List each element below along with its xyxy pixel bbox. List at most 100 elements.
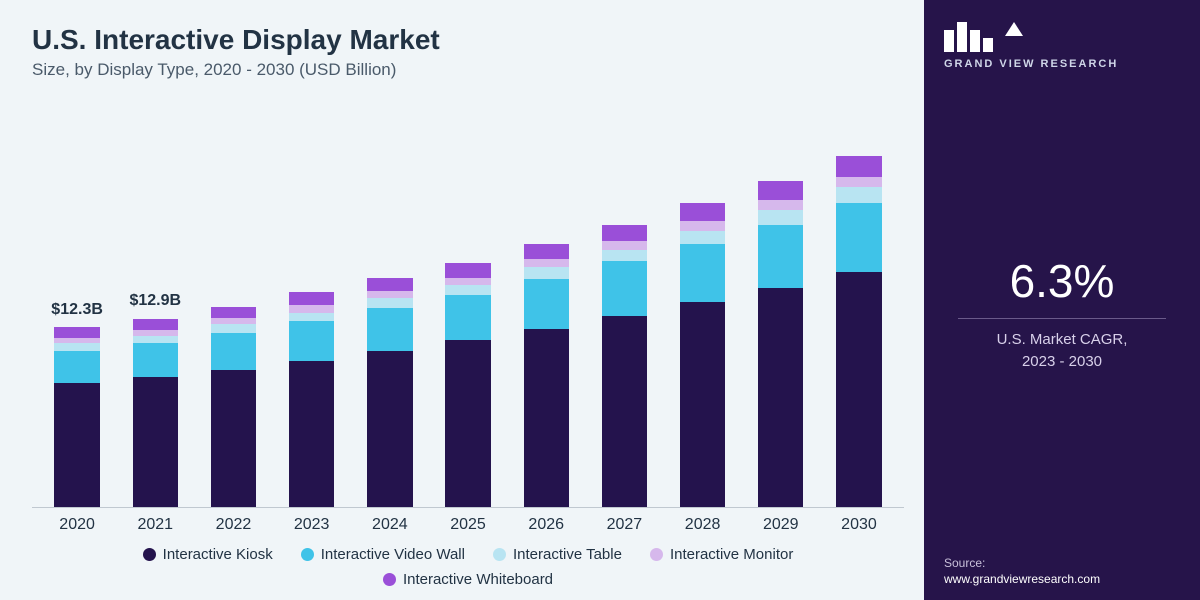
bar-segment-monitor [680, 221, 725, 231]
brand-name: GRAND VIEW RESEARCH [944, 58, 1180, 70]
bar-column [429, 90, 507, 507]
x-tick-label: 2021 [116, 516, 194, 534]
legend-swatch-icon [493, 548, 506, 561]
bar-segment-kiosk [836, 272, 881, 507]
bar-stack [367, 278, 412, 507]
bar-column [273, 90, 351, 507]
bar-segment-whiteboard [367, 278, 412, 291]
bar-column [507, 90, 585, 507]
bar-stack [211, 307, 256, 507]
bar-segment-whiteboard [54, 327, 99, 337]
bar-segment-video_wall [445, 295, 490, 340]
bar-stack [54, 327, 99, 507]
bar-column [820, 90, 898, 507]
bar-column [664, 90, 742, 507]
bar-column [351, 90, 429, 507]
bar-segment-video_wall [836, 203, 881, 272]
bar-segment-video_wall [602, 261, 647, 315]
bar-segment-whiteboard [211, 307, 256, 319]
x-tick-label: 2020 [38, 516, 116, 534]
cagr-label: U.S. Market CAGR, 2023 - 2030 [944, 329, 1180, 373]
bar-stack [758, 181, 803, 507]
x-tick-label: 2024 [351, 516, 429, 534]
legend-swatch-icon [301, 548, 314, 561]
bar-segment-table [602, 250, 647, 262]
x-tick-label: 2028 [664, 516, 742, 534]
bar-segment-whiteboard [602, 225, 647, 241]
cagr-divider [958, 318, 1166, 319]
bar-value-label: $12.3B [51, 301, 103, 319]
bar-segment-table [367, 298, 412, 308]
legend: Interactive Kiosk Interactive Video Wall I… [32, 534, 904, 588]
bar-stack [602, 225, 647, 507]
chart-panel: U.S. Interactive Display Market Size, by… [0, 0, 924, 600]
bar-segment-whiteboard [445, 263, 490, 278]
bar-segment-table [758, 210, 803, 225]
cagr-value: 6.3% [944, 254, 1180, 308]
bar-stack [289, 292, 334, 507]
bar-segment-kiosk [524, 329, 569, 507]
bar-segment-table [445, 285, 490, 295]
legend-item: Interactive Table [493, 546, 622, 563]
bar-segment-video_wall [211, 333, 256, 370]
cagr-block: 6.3% U.S. Market CAGR, 2023 - 2030 [944, 254, 1180, 373]
bar-value-label: $12.9B [129, 292, 181, 310]
source-block: Source: www.grandviewresearch.com [944, 556, 1180, 586]
bar-segment-table [133, 336, 178, 343]
bar-stack [836, 156, 881, 507]
legend-label: Interactive Kiosk [163, 546, 273, 563]
bar-segment-whiteboard [758, 181, 803, 200]
legend-label: Interactive Video Wall [321, 546, 465, 563]
bar-segment-kiosk [680, 302, 725, 507]
chart-wrap: $12.3B $12.9B 202020212022202320242025 202… [32, 90, 904, 588]
source-label: Source: [944, 556, 1180, 570]
bar-column: $12.3B [38, 90, 116, 507]
legend-item: Interactive Kiosk [143, 546, 273, 563]
bar-segment-monitor [289, 305, 334, 312]
legend-label: Interactive Whiteboard [403, 571, 553, 588]
bar-column [194, 90, 272, 507]
legend-item: Interactive Video Wall [301, 546, 465, 563]
bar-column [585, 90, 663, 507]
cagr-label-line1: U.S. Market CAGR, [997, 331, 1128, 348]
sidebar: GRAND VIEW RESEARCH 6.3% U.S. Market CAG… [924, 0, 1200, 600]
source-url: www.grandviewresearch.com [944, 572, 1180, 586]
bar-segment-monitor [524, 259, 569, 268]
bar-segment-table [524, 267, 569, 279]
brand-logo: GRAND VIEW RESEARCH [944, 22, 1180, 70]
bar-column [742, 90, 820, 507]
bar-segment-monitor [602, 241, 647, 250]
x-tick-label: 2022 [194, 516, 272, 534]
bar-segment-table [289, 313, 334, 322]
bar-container: $12.3B $12.9B [32, 90, 904, 507]
bar-segment-whiteboard [133, 319, 178, 331]
bar-segment-whiteboard [680, 203, 725, 221]
x-tick-label: 2029 [742, 516, 820, 534]
bar-segment-kiosk [445, 340, 490, 507]
x-tick-label: 2027 [585, 516, 663, 534]
bar-segment-video_wall [54, 351, 99, 383]
bar-segment-video_wall [367, 308, 412, 350]
x-tick-label: 2030 [820, 516, 898, 534]
bar-segment-kiosk [289, 361, 334, 507]
bar-segment-monitor [836, 177, 881, 187]
bar-segment-video_wall [524, 279, 569, 329]
bar-segment-kiosk [54, 383, 99, 507]
bar-segment-whiteboard [289, 292, 334, 305]
x-tick-label: 2025 [429, 516, 507, 534]
legend-item: Interactive Monitor [650, 546, 793, 563]
legend-label: Interactive Monitor [670, 546, 793, 563]
bar-segment-video_wall [289, 321, 334, 360]
legend-label: Interactive Table [513, 546, 622, 563]
x-tick-label: 2023 [273, 516, 351, 534]
chart-title: U.S. Interactive Display Market [32, 24, 904, 56]
bar-segment-table [836, 187, 881, 203]
bar-segment-whiteboard [524, 244, 569, 259]
bar-segment-monitor [367, 291, 412, 298]
legend-item: Interactive Whiteboard [383, 571, 553, 588]
bar-stack [524, 244, 569, 507]
bar-stack [133, 319, 178, 508]
logo-bars-icon [944, 22, 993, 52]
cagr-label-line2: 2023 - 2030 [1022, 353, 1102, 370]
bar-segment-video_wall [758, 225, 803, 288]
